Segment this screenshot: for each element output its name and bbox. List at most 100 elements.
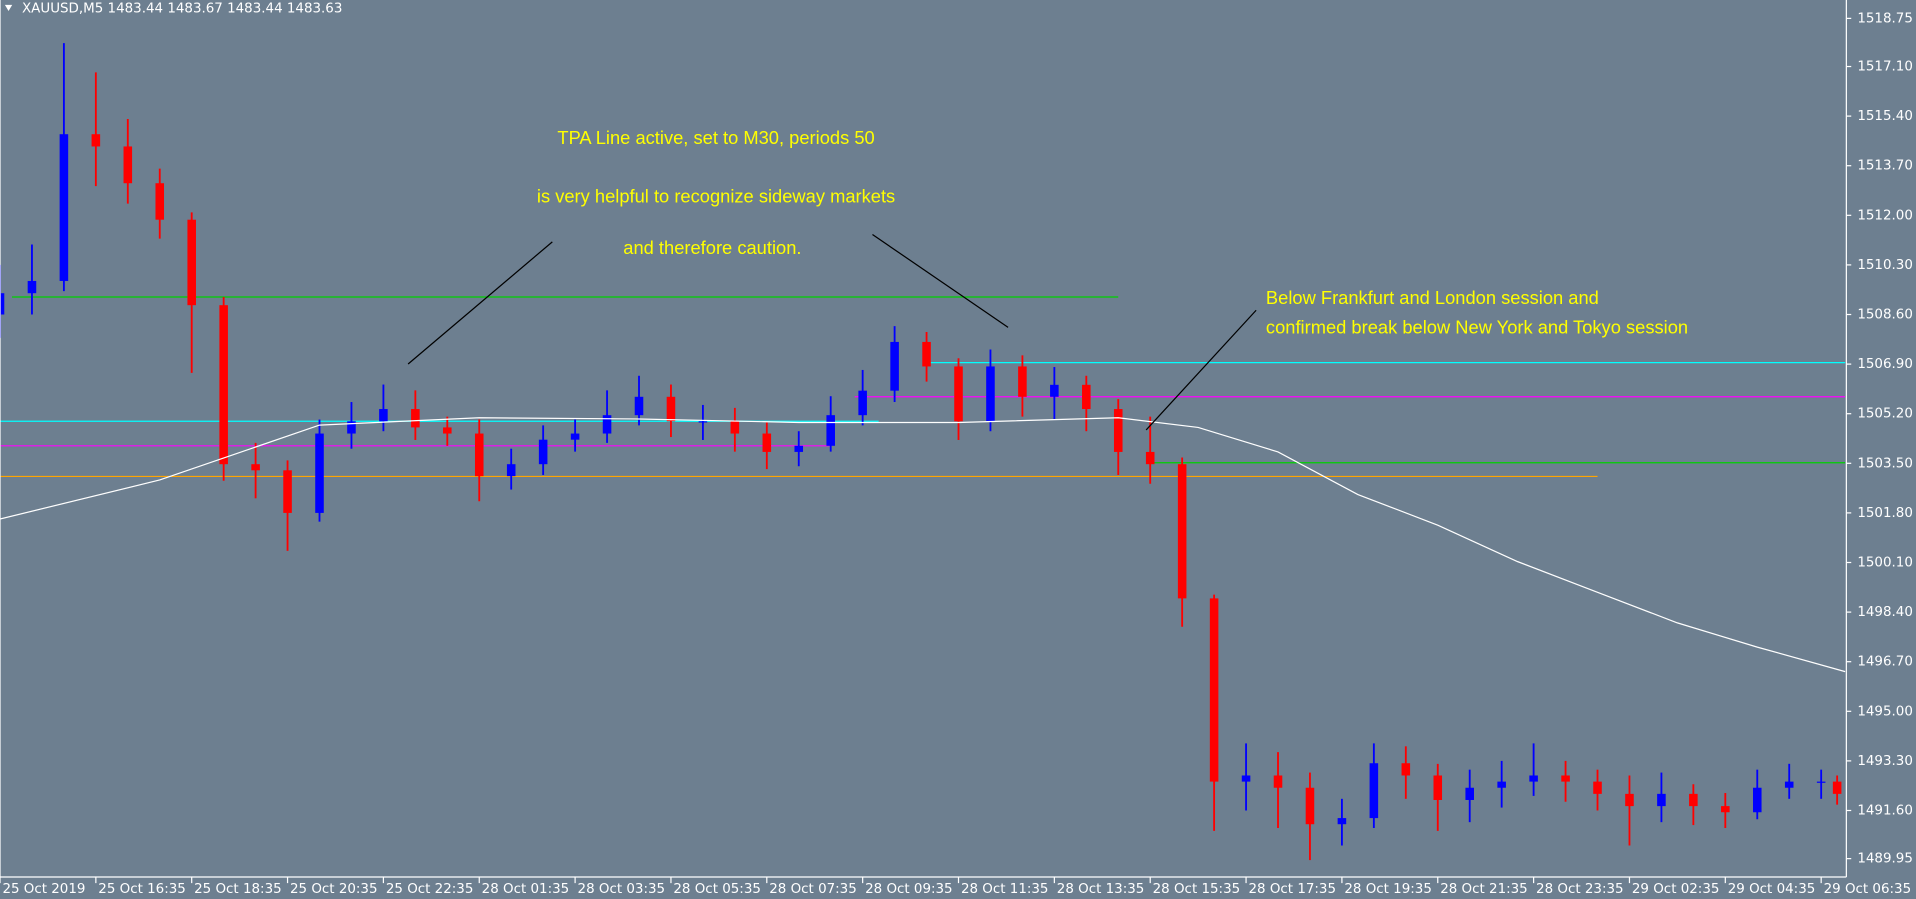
candle-body [858, 390, 867, 416]
y-tick-label: 1515.40 [1857, 109, 1913, 124]
x-tick-label: 28 Oct 11:35 [961, 882, 1049, 897]
plot-area [0, 43, 1846, 861]
candle-body [474, 433, 484, 477]
x-tick-label: 25 Oct 2019 [2, 882, 85, 897]
candle-body [826, 415, 835, 446]
candle-body [1752, 787, 1762, 813]
annotation-pointer [1145, 309, 1257, 431]
candle-body [27, 280, 37, 294]
candle-body [1657, 793, 1666, 807]
candle-body [1689, 793, 1698, 807]
candle-body [666, 396, 676, 422]
candle-body [1050, 384, 1059, 397]
candle-body [1113, 409, 1123, 452]
candle-body [1784, 781, 1794, 788]
annotation-pointer [407, 241, 553, 365]
candle-body [1625, 793, 1634, 807]
annotation-text: confirmed break below New York and Tokyo… [1266, 316, 1688, 337]
x-tick-label: 28 Oct 05:35 [673, 882, 761, 897]
candle-body [1082, 384, 1091, 410]
x-tick-label: 28 Oct 21:35 [1440, 882, 1528, 897]
candle-body [1721, 806, 1730, 813]
annotation-text: Below Frankfurt and London session and [1266, 287, 1599, 308]
y-tick-label: 1505.20 [1857, 407, 1913, 422]
x-tick-label: 28 Oct 07:35 [769, 882, 857, 897]
candle-body [602, 415, 612, 434]
y-tick-label: 1496.70 [1857, 655, 1913, 670]
x-tick-label: 28 Oct 01:35 [482, 882, 570, 897]
x-tick-label: 29 Oct 02:35 [1632, 882, 1720, 897]
annotation-text: TPA Line active, set to M30, periods 50 [557, 127, 874, 148]
candle-body [91, 134, 101, 147]
x-tick-label: 25 Oct 16:35 [98, 882, 186, 897]
y-tick-label: 1501.80 [1857, 506, 1913, 521]
y-tick-label: 1503.50 [1857, 456, 1913, 471]
y-tick-label: 1493.30 [1857, 754, 1913, 769]
y-tick-label: 1506.90 [1857, 357, 1913, 372]
x-tick-label: 25 Oct 20:35 [290, 882, 378, 897]
candle-body [1832, 781, 1842, 794]
candle-body [1145, 451, 1155, 465]
candle-body [1305, 787, 1315, 825]
y-tick-label: 1495.00 [1857, 704, 1913, 719]
y-tick-label: 1513.70 [1857, 159, 1913, 174]
candle-body [411, 409, 420, 428]
moving-average-line [0, 417, 1846, 673]
y-tick-label: 1512.00 [1857, 208, 1913, 223]
x-tick-label: 28 Oct 13:35 [1057, 882, 1145, 897]
candle-body [1177, 464, 1187, 599]
candle-body [283, 470, 292, 513]
x-tick-label: 28 Oct 15:35 [1153, 882, 1241, 897]
x-tick-label: 28 Oct 17:35 [1249, 882, 1337, 897]
candle-body [59, 134, 69, 281]
candle-body [1401, 763, 1411, 776]
candle-body [922, 341, 931, 367]
candle-body [315, 433, 324, 513]
candle-body [347, 421, 356, 434]
candle-body [1018, 366, 1027, 397]
candle-body [1273, 775, 1283, 788]
annotation-pointer [872, 234, 1009, 328]
y-tick-label: 1518.75 [1857, 11, 1913, 26]
chart-title: XAUUSD,M5 1483.44 1483.67 1483.44 1483.6… [22, 2, 342, 17]
candle-body [1337, 818, 1347, 825]
candle-body [1241, 775, 1251, 782]
candle-body [123, 146, 133, 184]
candle-body [1433, 775, 1443, 800]
x-tick-label: 28 Oct 03:35 [578, 882, 666, 897]
candle-body [730, 421, 740, 434]
x-tick-label: 29 Oct 04:35 [1728, 882, 1816, 897]
annotation-text: and therefore caution. [623, 237, 801, 258]
candle-body [1561, 775, 1570, 782]
candle-body [187, 219, 196, 306]
candle-body [1497, 781, 1506, 788]
y-tick-label: 1510.30 [1857, 258, 1913, 273]
candle-body [762, 433, 772, 452]
x-tick-label: 28 Oct 09:35 [865, 882, 953, 897]
candle-body [986, 366, 995, 422]
y-tick-label: 1508.60 [1857, 308, 1913, 323]
candle-body [155, 183, 165, 220]
x-tick-label: 28 Oct 19:35 [1344, 882, 1432, 897]
candle-body [1369, 763, 1379, 819]
x-tick-label: 25 Oct 18:35 [194, 882, 282, 897]
candle-body [634, 396, 644, 416]
candle-body [794, 445, 804, 452]
candle-body [954, 366, 963, 422]
x-tick-label: 25 Oct 22:35 [386, 882, 474, 897]
candle-body [379, 409, 388, 422]
candle-body [1816, 781, 1826, 783]
candle-body [1465, 787, 1474, 800]
candle-body [570, 433, 580, 440]
y-tick-label: 1498.40 [1857, 605, 1913, 620]
x-tick-label: 28 Oct 23:35 [1536, 882, 1624, 897]
candle-body [251, 464, 260, 471]
candle-body [890, 341, 899, 391]
y-tick-label: 1489.95 [1857, 852, 1913, 867]
candle-body [1529, 775, 1538, 782]
x-tick-label: 29 Oct 06:35 [1824, 882, 1912, 897]
menu-triangle[interactable] [4, 4, 13, 11]
